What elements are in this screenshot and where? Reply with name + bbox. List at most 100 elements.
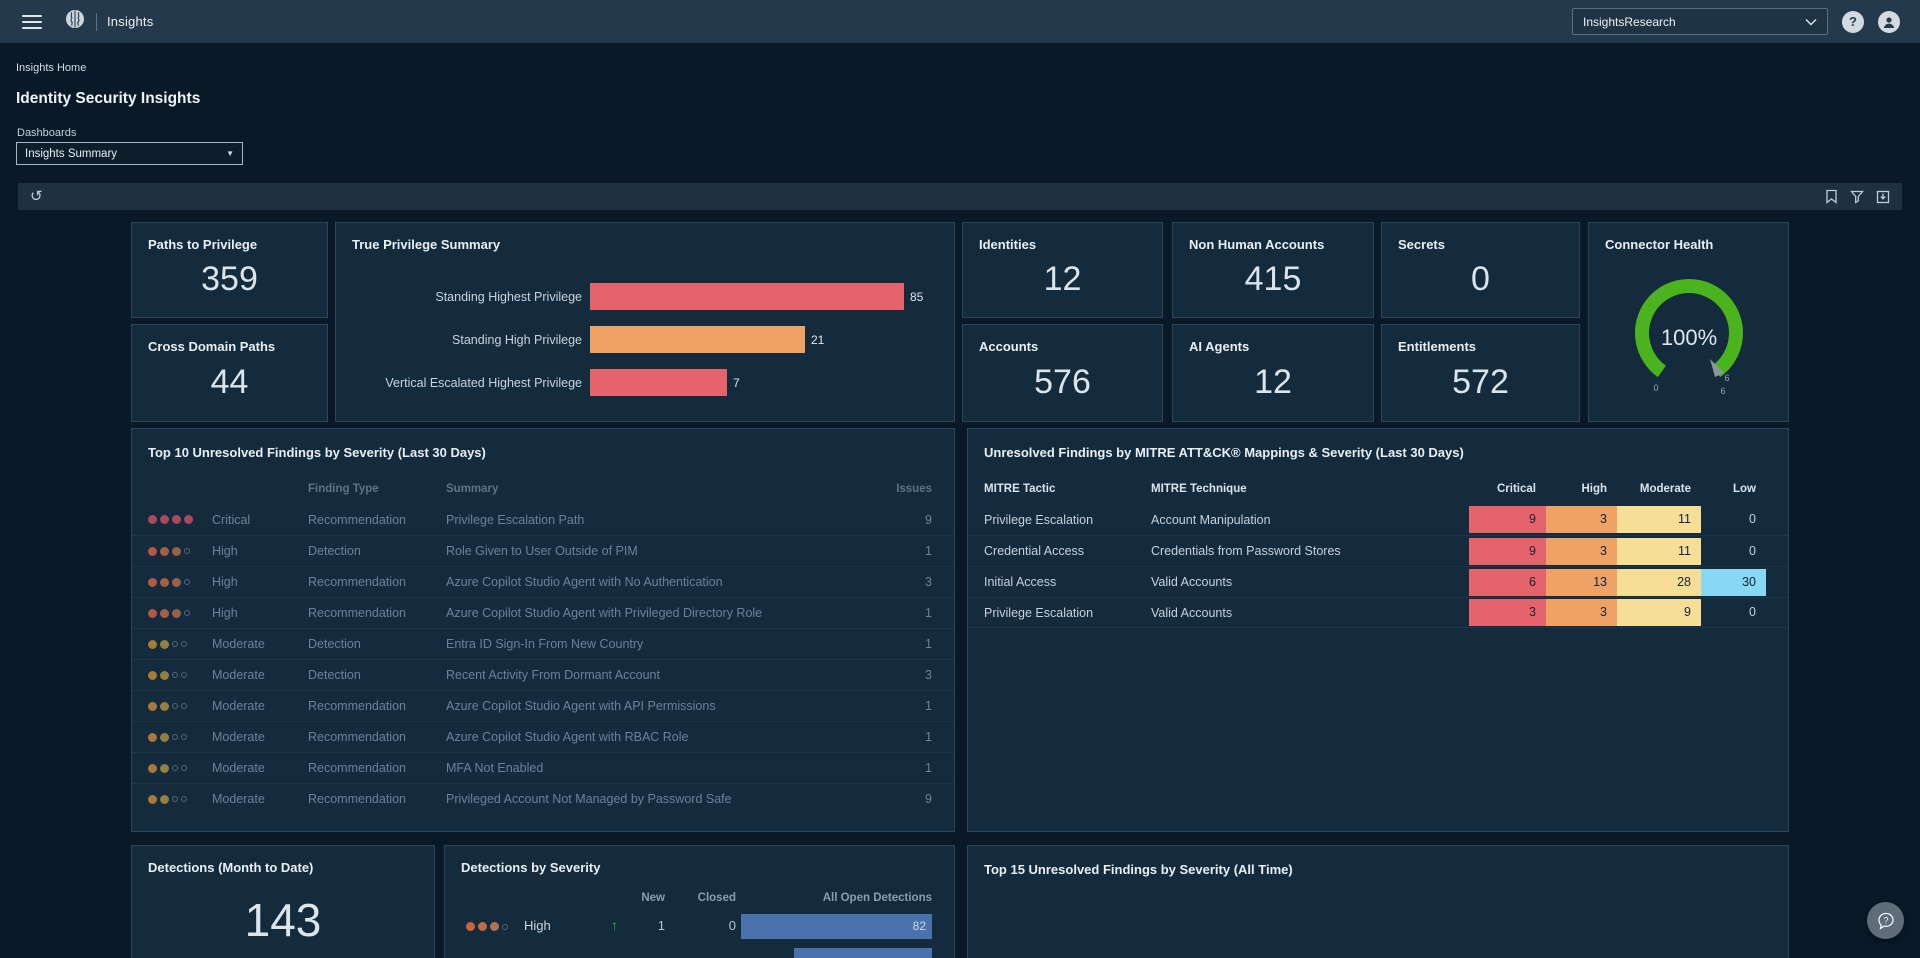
bookmark-icon[interactable] (1825, 189, 1838, 204)
cell-summary: Privileged Account Not Managed by Passwo… (446, 792, 732, 806)
severity-dot (148, 763, 157, 773)
cell-high: 3 (1546, 537, 1617, 565)
dashboard-select-value: Insights Summary (25, 147, 118, 160)
cell-finding_type: Recommendation (308, 761, 406, 775)
secrets-card: Secrets 0 (1381, 222, 1580, 318)
hamburger-menu-icon[interactable] (22, 14, 42, 29)
card-title: Entitlements (1398, 339, 1477, 354)
help-icon[interactable]: ? (1842, 10, 1864, 33)
dashboards-label: Dashboards (17, 127, 77, 139)
top10-table-body: Critical Recommendation Privilege Escalati… (132, 504, 954, 814)
breadcrumb[interactable]: Insights Home (16, 62, 87, 74)
cell-issues: 3 (925, 575, 932, 589)
cell-critical: 9 (1469, 506, 1546, 533)
severity-dot (160, 794, 169, 804)
column-header-issues: Issues (896, 482, 932, 495)
brain-logo-icon (64, 8, 86, 35)
table-row[interactable]: Moderate Recommendation Privileged Account… (132, 783, 954, 814)
tenant-selector[interactable]: InsightsResearch (1572, 8, 1828, 35)
cell-technique: Credentials from Password Stores (1151, 544, 1341, 558)
cell-severity: High (212, 606, 238, 620)
metric-value: 576 (1034, 363, 1091, 401)
filter-icon[interactable] (1850, 190, 1864, 204)
table-row[interactable]: Critical Recommendation Privilege Escalati… (132, 504, 954, 535)
table-row[interactable]: Moderate Detection Entra ID Sign-In From N… (132, 628, 954, 659)
cell-summary: Privilege Escalation Path (446, 512, 585, 527)
table-row[interactable]: Moderate Recommendation Azure Copilot Stud… (132, 721, 954, 752)
card-title: Accounts (979, 339, 1039, 354)
top-app-bar: Insights InsightsResearch ? (0, 0, 1920, 43)
severity-dot (181, 703, 187, 709)
table-row[interactable]: Credential Access Credentials from Passwo… (968, 535, 1788, 566)
cell-finding_type: Recommendation (308, 606, 406, 620)
cell-technique: Valid Accounts (1151, 575, 1233, 589)
card-title: True Privilege Summary (352, 237, 501, 252)
column-header-moderate: Moderate (1639, 482, 1691, 495)
cell-moderate: 11 (1617, 537, 1701, 565)
table-row[interactable]: Moderate Recommendation MFA Not Enabled 1 (132, 752, 954, 783)
cell-issues: 9 (925, 792, 932, 806)
cell-issues: 1 (925, 606, 932, 620)
table-row[interactable]: Privilege Escalation Account Manipulation… (968, 504, 1788, 535)
cross-domain-paths-card: Cross Domain Paths 44 (131, 324, 328, 422)
severity-dot (172, 765, 178, 771)
cell-severity: High (212, 575, 238, 589)
help-bubble-icon[interactable]: ? (1867, 902, 1904, 939)
table-row-partial (445, 944, 954, 958)
table-row[interactable]: Moderate Recommendation Azure Copilot Stud… (132, 690, 954, 721)
cell-critical: 9 (1469, 537, 1546, 565)
cell-technique: Account Manipulation (1151, 512, 1271, 527)
table-row[interactable]: High Detection Role Given to User Outside … (132, 535, 954, 566)
detections-by-severity-card: Detections by Severity New Closed All Op… (444, 845, 955, 958)
identities-card: Identities 12 (962, 222, 1163, 318)
table-row[interactable]: Moderate Detection Recent Activity From Do… (132, 659, 954, 690)
metric-value: 143 (244, 893, 322, 946)
cell-moderate: 11 (1617, 506, 1701, 533)
mitre-table-body: Privilege Escalation Account Manipulation… (968, 504, 1788, 628)
severity-dots (148, 515, 212, 524)
severity-dots (148, 732, 212, 742)
metric-value: 572 (1452, 363, 1509, 401)
cell-severity: Moderate (212, 730, 265, 744)
severity-dot (148, 546, 157, 556)
user-icon[interactable] (1878, 10, 1900, 33)
severity-dot (172, 577, 181, 587)
cell-low: 0 (1749, 512, 1756, 526)
dashboard-select[interactable]: Insights Summary ▼ (16, 142, 243, 165)
open-detections-bar: 82 (741, 914, 932, 939)
cell-critical: 3 (1469, 599, 1546, 626)
bar (590, 283, 904, 310)
cell-tactic: Initial Access (984, 575, 1057, 589)
non-human-accounts-card: Non Human Accounts 415 (1172, 222, 1374, 318)
bar-label: Standing High Privilege (452, 332, 582, 347)
refresh-icon[interactable]: ↺ (30, 188, 43, 205)
severity-dot (148, 515, 157, 524)
cell-low: 0 (1749, 543, 1756, 558)
card-title: Non Human Accounts (1189, 237, 1325, 252)
table-row[interactable]: Privilege Escalation Valid Accounts 3 3 9 0 (968, 597, 1788, 628)
gauge-max-label: 6 (1720, 386, 1725, 396)
severity-dot (160, 732, 169, 742)
cell-severity: High (212, 544, 238, 558)
true-privilege-summary-card: True Privilege Summary Standing Highest … (335, 222, 955, 422)
table-row[interactable]: High ↑ 1 0 82 (445, 910, 954, 944)
table-row[interactable]: High Recommendation Azure Copilot Studio A… (132, 566, 954, 597)
gauge-needle (1709, 359, 1724, 377)
top10-findings-card: Top 10 Unresolved Findings by Severity (… (131, 428, 955, 832)
svg-text:?: ? (1883, 915, 1888, 925)
column-header-critical: Critical (1497, 482, 1536, 495)
cell-summary: Azure Copilot Studio Agent with No Authe… (446, 575, 723, 589)
severity-dots (148, 794, 212, 804)
card-title: Paths to Privilege (148, 237, 258, 252)
cell-high: 3 (1546, 599, 1617, 626)
detections-table-body: High ↑ 1 0 82 (445, 910, 954, 958)
table-row[interactable]: Initial Access Valid Accounts 6 13 28 30 (968, 566, 1788, 597)
cell-summary: MFA Not Enabled (446, 761, 544, 775)
column-header-closed: Closed (697, 892, 736, 904)
table-row[interactable]: High Recommendation Azure Copilot Studio A… (132, 597, 954, 628)
export-icon[interactable] (1876, 190, 1890, 204)
severity-dot (172, 703, 178, 709)
cell-finding_type: Recommendation (308, 699, 406, 713)
metric-value: 415 (1244, 260, 1302, 298)
cell-issues: 1 (925, 544, 932, 558)
